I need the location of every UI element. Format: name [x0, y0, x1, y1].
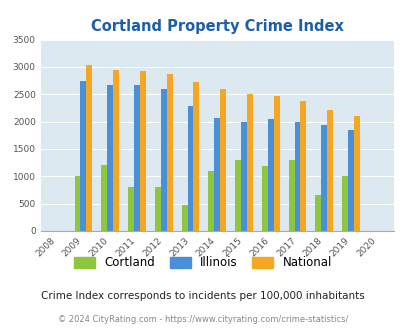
Bar [214, 118, 220, 231]
Bar [193, 82, 199, 231]
Bar [134, 85, 140, 231]
Bar [341, 176, 347, 231]
Bar [294, 122, 300, 231]
Bar [154, 187, 160, 231]
Bar [113, 70, 119, 231]
Bar [273, 96, 279, 231]
Bar [300, 101, 305, 231]
Bar [187, 106, 193, 231]
Title: Cortland Property Crime Index: Cortland Property Crime Index [91, 19, 343, 34]
Bar [86, 65, 92, 231]
Bar [261, 166, 267, 231]
Bar [347, 130, 353, 231]
Bar [140, 71, 145, 231]
Bar [288, 160, 294, 231]
Bar [267, 119, 273, 231]
Bar [234, 160, 241, 231]
Bar [107, 85, 113, 231]
Bar [220, 89, 226, 231]
Bar [80, 81, 86, 231]
Bar [101, 165, 107, 231]
Bar [326, 110, 332, 231]
Bar [160, 89, 166, 231]
Bar [128, 187, 134, 231]
Bar [320, 125, 326, 231]
Bar [181, 205, 187, 231]
Bar [246, 94, 252, 231]
Text: © 2024 CityRating.com - https://www.cityrating.com/crime-statistics/: © 2024 CityRating.com - https://www.city… [58, 315, 347, 324]
Bar [75, 176, 80, 231]
Text: Crime Index corresponds to incidents per 100,000 inhabitants: Crime Index corresponds to incidents per… [41, 291, 364, 301]
Bar [353, 115, 359, 231]
Bar [315, 195, 320, 231]
Legend: Cortland, Illinois, National: Cortland, Illinois, National [69, 252, 336, 274]
Bar [166, 74, 172, 231]
Bar [241, 122, 246, 231]
Bar [208, 171, 214, 231]
